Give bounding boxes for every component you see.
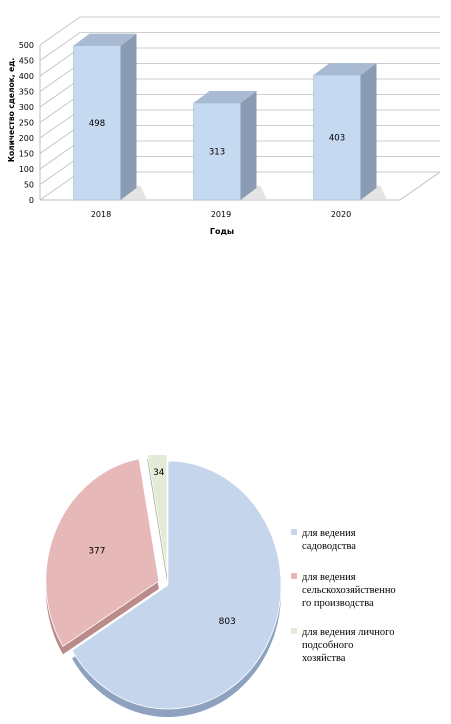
legend-label: хозяйства xyxy=(302,653,346,664)
x-tick-label: 2019 xyxy=(211,210,231,219)
legend-label: садоводства xyxy=(302,541,356,552)
bar-top xyxy=(313,63,377,76)
bar-side xyxy=(240,90,257,200)
y-tick-label: 300 xyxy=(19,103,34,112)
bar-top xyxy=(73,33,137,46)
pie-chart: 803 377 34 для ведения садоводства для веден… xyxy=(0,448,451,720)
bar-side xyxy=(120,33,137,201)
pie-data-label: 803 xyxy=(219,617,236,627)
x-tick-label: 2020 xyxy=(331,210,351,219)
bar-chart-svg: 0 50 100 150 200 250 300 350 400 450 500 498 313 403… xyxy=(7,16,441,236)
bar-y-ticks: 0 50 100 150 200 250 300 350 400 450 500 xyxy=(19,41,34,205)
legend-swatch xyxy=(291,529,297,535)
legend-swatch xyxy=(291,628,297,634)
y-tick-label: 0 xyxy=(29,196,34,205)
grid-line xyxy=(39,16,440,46)
bar xyxy=(313,74,361,201)
pie-slice xyxy=(45,458,160,647)
bar-side xyxy=(360,63,377,200)
legend-label: сельскохозяйственно xyxy=(302,585,396,596)
bar-bars: 498 313 403 xyxy=(73,33,387,201)
y-tick-label: 450 xyxy=(19,57,34,66)
floor-line xyxy=(40,171,441,201)
bar-chart: 0 50 100 150 200 250 300 350 400 450 500 498 313 403… xyxy=(0,0,451,250)
pie-slice xyxy=(71,460,282,710)
x-axis-title: Годы xyxy=(210,227,234,236)
y-tick-label: 100 xyxy=(19,165,34,174)
pie-legend: для ведения садоводства для ведения сельско… xyxy=(291,528,396,664)
bar xyxy=(193,102,241,201)
bar-top xyxy=(193,90,257,103)
legend-label: подсобного xyxy=(302,640,353,651)
bar-data-label: 403 xyxy=(329,134,345,144)
grid-line xyxy=(39,32,440,61)
y-tick-label: 400 xyxy=(19,72,34,81)
y-tick-label: 250 xyxy=(19,119,34,128)
legend-label: для ведения личного xyxy=(302,627,394,638)
bar-data-label: 498 xyxy=(89,119,105,129)
legend-label: для ведения xyxy=(302,572,356,583)
y-tick-label: 500 xyxy=(19,41,34,50)
legend-label: го производства xyxy=(302,598,374,609)
pie-data-label: 377 xyxy=(88,547,105,557)
legend-swatch xyxy=(291,573,297,579)
pie-data-labels: 803 377 34 xyxy=(88,468,236,627)
pie-slices xyxy=(45,448,282,717)
bar-data-label: 313 xyxy=(209,147,225,157)
pie-data-label: 34 xyxy=(153,468,165,478)
bar-x-ticks: 2018 2019 2020 xyxy=(91,210,351,219)
y-tick-label: 50 xyxy=(24,181,34,190)
bar xyxy=(73,45,121,201)
y-axis-title: Количество сделок, ед. xyxy=(7,58,16,162)
y-tick-label: 200 xyxy=(19,134,34,143)
y-tick-label: 150 xyxy=(19,150,34,159)
x-tick-label: 2018 xyxy=(91,210,111,219)
y-tick-label: 350 xyxy=(19,88,34,97)
legend-label: для ведения xyxy=(302,528,356,539)
